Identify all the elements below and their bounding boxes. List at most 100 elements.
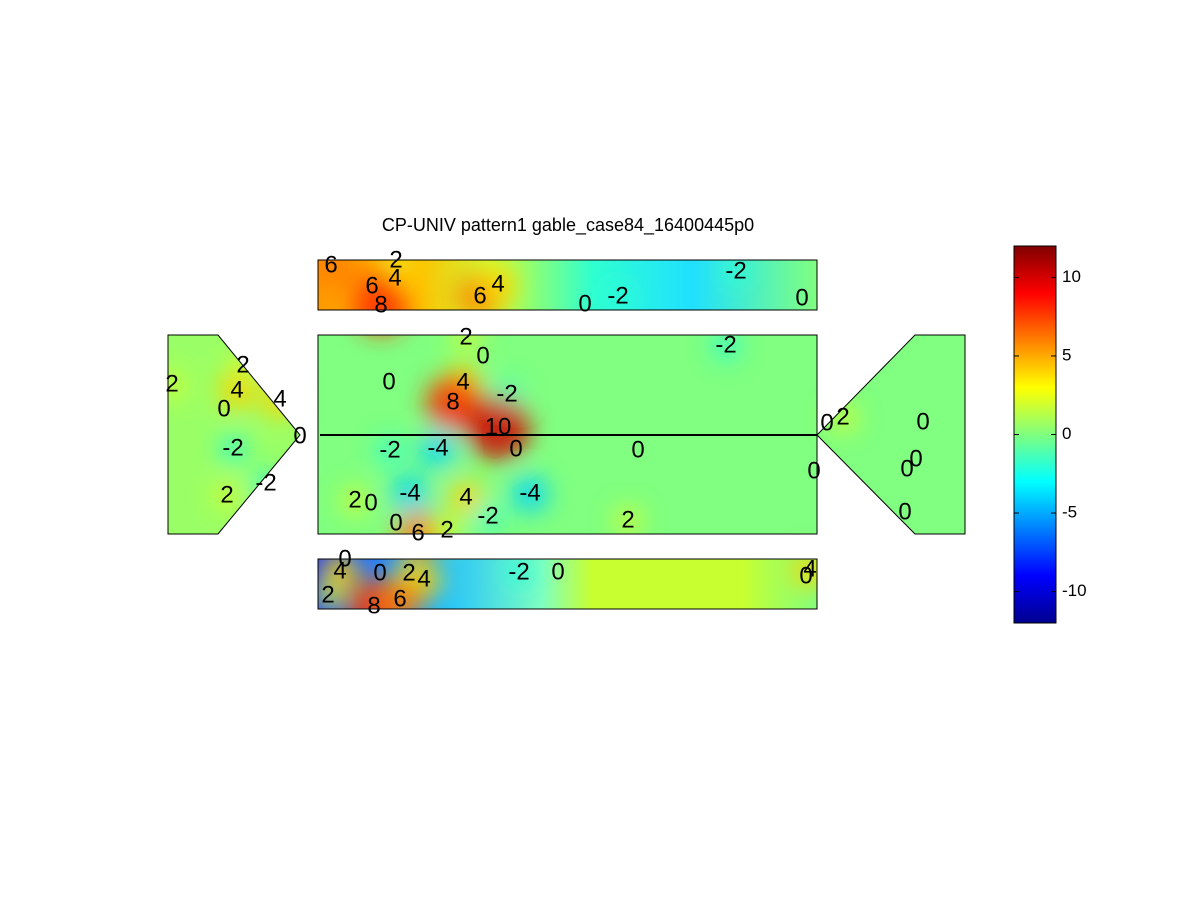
contour-label: 0: [820, 409, 833, 436]
contour-label: 2: [402, 559, 415, 586]
contour-label: 4: [333, 557, 346, 584]
contour-label: 2: [236, 351, 249, 378]
colorbar-tick-label: 10: [1062, 267, 1081, 286]
contour-label: 2: [321, 581, 334, 608]
field-blob: [419, 430, 457, 468]
contour-label: -4: [427, 434, 448, 461]
contour-label: 4: [803, 555, 816, 582]
contour-label: -2: [222, 434, 243, 461]
field-blob: [218, 434, 248, 464]
contour-label: -2: [725, 257, 746, 284]
contour-label: 8: [446, 388, 459, 415]
outline: [317, 558, 818, 610]
field-blob: [479, 266, 517, 304]
contour-label: 0: [364, 489, 377, 516]
contour-label: -4: [519, 479, 540, 506]
field-blob: [473, 502, 503, 532]
contour-label: 6: [365, 272, 378, 299]
colorbar-tick-label: -10: [1062, 581, 1087, 600]
field-blob: [511, 475, 549, 513]
contour-label: 6: [411, 519, 424, 546]
contour-label: 2: [621, 506, 634, 533]
chart-title: CP-UNIV pattern1 gable_case84_16400445p0: [382, 215, 754, 236]
field-blob: [375, 436, 405, 466]
field-blob: [711, 331, 741, 361]
colorbar-tick-label: -5: [1062, 503, 1077, 522]
contour-label: 2: [459, 323, 472, 350]
contour-label: -2: [496, 380, 517, 407]
contour-label: 0: [338, 545, 351, 572]
contour-label: -2: [477, 502, 498, 529]
panel-left: [168, 335, 300, 534]
contour-label: 0: [389, 509, 402, 536]
contour-label: 8: [374, 291, 387, 318]
contour-label: -2: [715, 331, 736, 358]
field-blob: [391, 475, 429, 513]
contour-label: 0: [373, 559, 386, 586]
field-blob: [721, 260, 751, 287]
contour-label: 0: [578, 290, 591, 317]
field-blob: [504, 558, 534, 588]
outline: [167, 334, 301, 535]
contour-label: 0: [900, 455, 913, 482]
contour-label: -2: [379, 436, 400, 463]
contour-label: 4: [417, 565, 430, 592]
contour-label: 4: [456, 368, 469, 395]
contour-label: 0: [807, 457, 820, 484]
contour-label: 6: [473, 282, 486, 309]
contour-label: 6: [324, 251, 337, 278]
contour-label: 4: [388, 264, 401, 291]
contour-label: 2: [440, 516, 453, 543]
contour-label: 0: [551, 558, 564, 585]
field-blob: [466, 396, 530, 460]
contour-label: 2: [220, 481, 233, 508]
outline: [816, 334, 966, 535]
contour-label: 10: [485, 413, 512, 440]
contour-label: 0: [916, 408, 929, 435]
contour-label: 4: [459, 483, 472, 510]
field-blob: [447, 479, 485, 517]
contour-label: 0: [898, 498, 911, 525]
contour-label: 2: [165, 370, 178, 397]
field-blob: [307, 260, 355, 290]
colorbar-ticks: -10 -5 0 5 10: [1014, 267, 1087, 600]
field-blob: [603, 282, 633, 312]
colorbar-tick-label: 0: [1062, 424, 1071, 443]
field-blob: [321, 553, 359, 591]
contour-label: 0: [293, 422, 306, 449]
contour-label: 2: [389, 246, 402, 273]
contour-label: 4: [491, 270, 504, 297]
contour-label: -2: [607, 282, 628, 309]
field-blob: [168, 370, 187, 400]
contour-label: 0: [631, 436, 644, 463]
field-blob: [313, 581, 343, 609]
contour-label: 0: [217, 395, 230, 422]
panel-right: [817, 335, 965, 534]
contour-label: 2: [348, 486, 361, 513]
contour-label: 0: [476, 342, 489, 369]
colorbar: [1013, 245, 1057, 624]
contour-label: 4: [230, 376, 243, 403]
contour-label: 0: [909, 445, 922, 472]
contour-label: 0: [382, 368, 395, 395]
contour-label: 4: [273, 385, 286, 412]
field-blob: [218, 372, 256, 410]
field-blob: [425, 375, 481, 431]
contour-label: 6: [393, 585, 406, 612]
contour-label: 0: [509, 435, 522, 462]
field-blob: [376, 576, 424, 609]
contour-label: 0: [795, 284, 808, 311]
contour-label: -4: [399, 479, 420, 506]
contour-label: -2: [255, 469, 276, 496]
contour-label: 8: [367, 592, 380, 619]
field-blob: [340, 486, 370, 516]
outline: [317, 259, 818, 311]
panel-outlines: [167, 259, 966, 610]
contour-label: 0: [799, 562, 812, 589]
field-blob: [613, 506, 643, 536]
contour-label: 2: [836, 403, 849, 430]
field-blob: [212, 481, 242, 511]
colorbar-tick-label: 5: [1062, 345, 1071, 364]
